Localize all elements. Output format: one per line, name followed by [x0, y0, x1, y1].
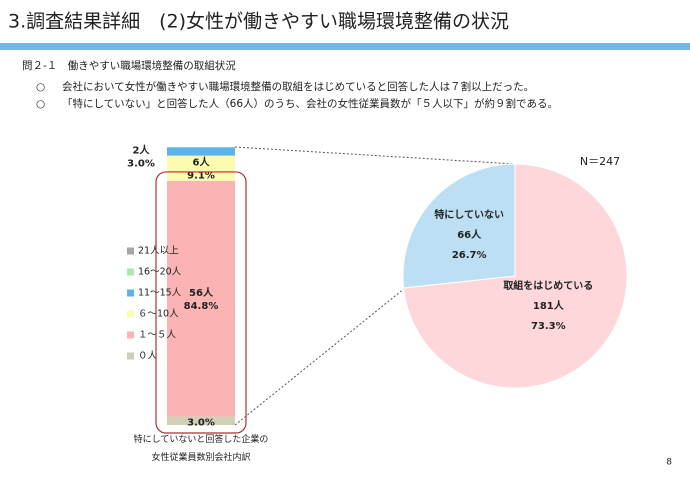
title-rule [0, 43, 690, 50]
value-label: 73.3% [531, 321, 566, 332]
legend-swatch [127, 268, 134, 276]
connector [234, 287, 406, 426]
legend-label: 21人以上 [138, 246, 179, 257]
legend-label: 16～20人 [138, 267, 182, 278]
bar-segment [167, 155, 235, 181]
count-label: 56人 [189, 286, 214, 299]
value-label: 26.7% [452, 250, 487, 261]
slice-label: 特にしていない [434, 208, 504, 221]
bar-segment [167, 416, 235, 425]
count-label: 2人 [133, 143, 151, 156]
legend-swatch [127, 247, 134, 255]
legend-label: 11～15人 [138, 288, 182, 299]
connector [234, 146, 516, 165]
legend-label: ６～10人 [138, 309, 179, 320]
value-label: 9.1% [187, 170, 215, 181]
question: 問２-１ 働きやすい職場環境整備の取組状況 [22, 59, 236, 72]
legend-swatch [127, 331, 134, 339]
pie-slice [402, 163, 516, 289]
legend-swatch [127, 352, 134, 360]
slice-label: 取組をはじめている [503, 279, 593, 292]
page-number: 8 [666, 458, 672, 468]
bullet-marker: ○ [36, 81, 45, 93]
category-label: 特にしていないと回答した企業の女性従業員数別会社内訳 [133, 435, 269, 463]
bullet-marker: ○ [36, 98, 45, 110]
highlight-outline [155, 171, 247, 434]
slide-title: 3.調査結果詳細 (2)女性が働きやすい職場環境整備の状況 [8, 11, 509, 33]
value-label: 84.8% [184, 301, 219, 312]
legend-label: ０人 [138, 351, 158, 362]
value-label: 3.0% [127, 158, 155, 169]
bullet-text: 「特にしていない」と回答した人（66人）のうち、会社の女性従業員数が「５人以下」… [62, 97, 558, 110]
count-label: 6人 [193, 155, 211, 168]
legend-swatch [127, 310, 134, 318]
annotation: N＝247 [580, 155, 620, 168]
count-label: 181人 [533, 299, 565, 312]
count-label: 66人 [457, 228, 482, 241]
bullet-text: 会社において女性が働きやすい職場環境整備の取組をはじめていると回答した人は７割以… [62, 80, 534, 93]
legend-label: １～５人 [138, 330, 177, 341]
legend-swatch [127, 289, 134, 297]
bar-segment [167, 147, 235, 156]
bar-segment [167, 180, 235, 417]
value-label: 3.0% [187, 418, 215, 429]
